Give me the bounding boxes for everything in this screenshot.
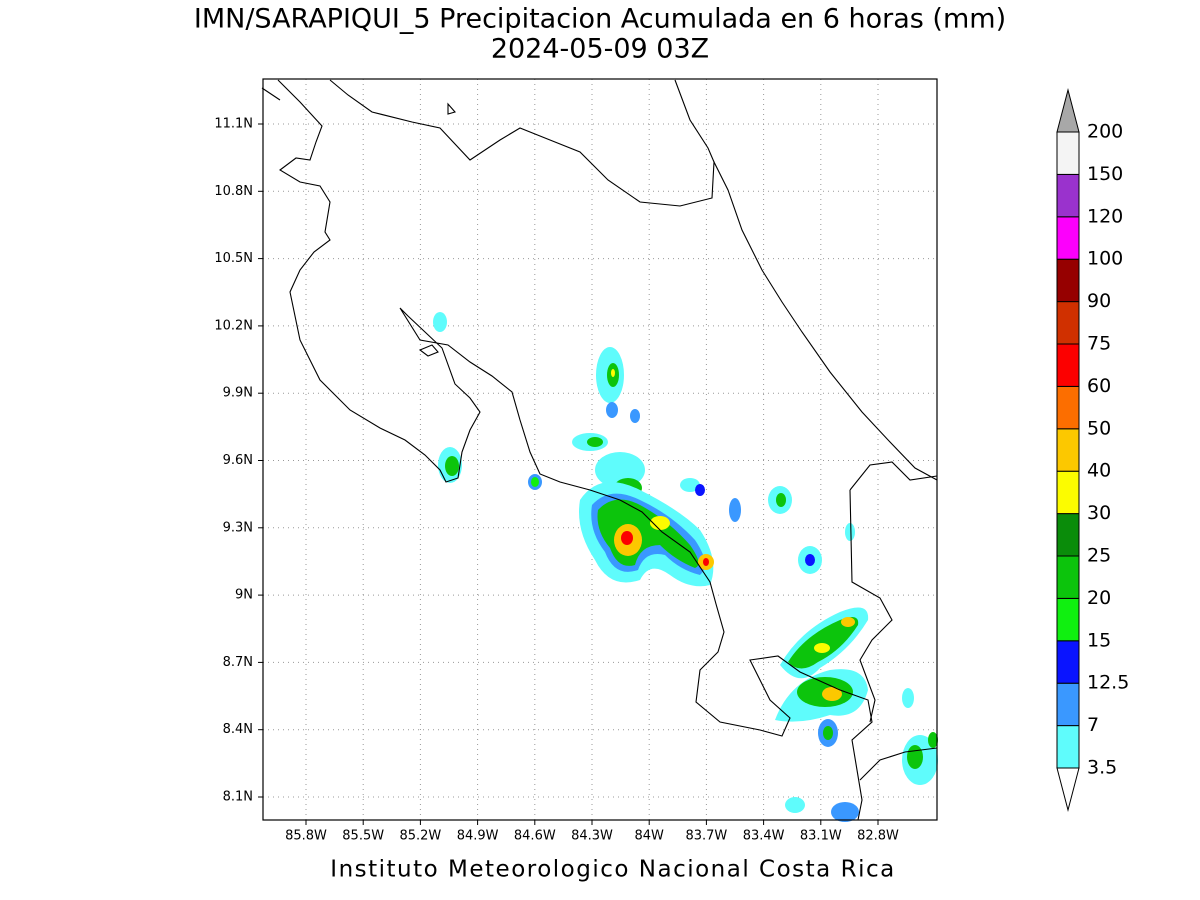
- colorbar-label: 30: [1087, 502, 1111, 524]
- colorbar-label: 60: [1087, 375, 1111, 397]
- colorbar: 3.5 7 12.5 15 20 25 30 40 50 60 75 90 100 120 150 200: [1056, 88, 1129, 812]
- lon-label: 84W: [634, 829, 664, 844]
- colorbar-box: [1056, 131, 1080, 175]
- colorbar-box: [1056, 258, 1080, 303]
- colorbar-box: [1056, 555, 1080, 599]
- colorbar-box: [1056, 301, 1080, 345]
- lon-label: 85.5W: [342, 829, 384, 844]
- lon-label: 85.2W: [399, 829, 441, 844]
- lat-label: 10.5N: [214, 251, 253, 266]
- map-area: [258, 78, 938, 825]
- lat-label: 8.1N: [223, 790, 253, 805]
- lat-label: 10.2N: [214, 318, 253, 333]
- lon-label: 84.6W: [514, 829, 556, 844]
- colorbar-above: [1056, 88, 1080, 133]
- lat-label: 8.7N: [223, 655, 253, 670]
- colorbar-label: 50: [1087, 417, 1111, 439]
- colorbar-label: 12.5: [1087, 672, 1129, 694]
- footer: Instituto Meteorologico Nacional Costa R…: [330, 857, 895, 883]
- lat-label: 8.4N: [223, 722, 253, 737]
- colorbar-label: 40: [1087, 460, 1111, 482]
- colorbar-label: 7: [1087, 714, 1099, 736]
- colorbar-label: 120: [1087, 205, 1123, 227]
- colorbar-below: [1056, 767, 1080, 812]
- colorbar-label: 25: [1087, 545, 1111, 567]
- lon-label: 85.8W: [285, 829, 327, 844]
- lon-label: 84.3W: [571, 829, 613, 844]
- subtitle: 2024-05-09 03Z: [491, 34, 709, 65]
- colorbar-box: [1056, 640, 1080, 684]
- lon-label: 84.9W: [457, 829, 499, 844]
- lon-label: 83.1W: [800, 829, 842, 844]
- precipitation: [433, 312, 938, 822]
- lat-label: 9.3N: [223, 520, 253, 535]
- lon-label: 82.8W: [857, 829, 899, 844]
- colorbar-label: 100: [1087, 248, 1123, 270]
- lon-label: 83.7W: [685, 829, 727, 844]
- colorbar-box: [1056, 216, 1080, 260]
- coastlines: [261, 79, 938, 821]
- title: IMN/SARAPIQUI_5 Precipitacion Acumulada …: [194, 4, 1006, 35]
- colorbar-box: [1056, 597, 1080, 642]
- lat-label: 9.9N: [223, 386, 253, 401]
- colorbar-label: 150: [1087, 163, 1123, 185]
- colorbar-box: [1056, 470, 1080, 515]
- colorbar-box: [1056, 343, 1080, 387]
- lat-label: 9N: [235, 588, 253, 603]
- colorbar-label: 20: [1087, 587, 1111, 609]
- colorbar-box: [1056, 725, 1080, 769]
- colorbar-box: [1056, 385, 1080, 430]
- colorbar-box: [1056, 682, 1080, 727]
- colorbar-label: 75: [1087, 333, 1111, 355]
- lon-label: 83.4W: [743, 829, 785, 844]
- colorbar-box: [1056, 173, 1080, 218]
- colorbar-box: [1056, 513, 1080, 557]
- lat-label: 10.8N: [214, 184, 253, 199]
- map-frame: [262, 78, 938, 821]
- colorbar-label: 3.5: [1087, 757, 1117, 779]
- colorbar-label: 200: [1087, 121, 1123, 143]
- lat-label: 11.1N: [214, 117, 253, 132]
- colorbar-box: [1056, 428, 1080, 472]
- colorbar-label: 15: [1087, 629, 1111, 651]
- colorbar-label: 90: [1087, 290, 1111, 312]
- lat-label: 9.6N: [223, 453, 253, 468]
